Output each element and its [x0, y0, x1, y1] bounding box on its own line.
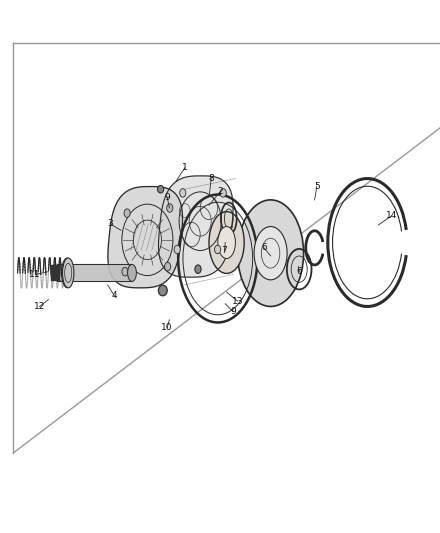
Ellipse shape — [122, 268, 128, 276]
Polygon shape — [108, 187, 183, 288]
Ellipse shape — [62, 258, 74, 288]
Ellipse shape — [57, 264, 66, 281]
Ellipse shape — [218, 227, 235, 259]
Text: 4: 4 — [112, 292, 117, 300]
Ellipse shape — [124, 209, 130, 217]
Ellipse shape — [167, 204, 173, 212]
Ellipse shape — [209, 212, 244, 273]
Text: 5: 5 — [314, 182, 320, 191]
Text: 6: 6 — [296, 268, 302, 276]
Ellipse shape — [158, 185, 164, 193]
Text: 8: 8 — [208, 174, 214, 183]
Text: 3: 3 — [107, 220, 113, 228]
Ellipse shape — [158, 285, 167, 296]
Text: 11: 11 — [29, 270, 41, 279]
Text: 13: 13 — [232, 297, 243, 305]
Polygon shape — [158, 176, 233, 277]
Text: 7: 7 — [221, 246, 227, 255]
Text: 1: 1 — [182, 164, 188, 172]
Text: 12: 12 — [34, 302, 45, 311]
Ellipse shape — [254, 227, 287, 280]
Text: 9: 9 — [230, 308, 236, 316]
Ellipse shape — [180, 189, 186, 197]
Ellipse shape — [195, 265, 201, 273]
Text: 10: 10 — [161, 324, 173, 332]
Text: 2: 2 — [217, 188, 223, 196]
Text: 9: 9 — [164, 193, 170, 201]
Ellipse shape — [215, 245, 221, 254]
Ellipse shape — [174, 245, 180, 254]
Ellipse shape — [165, 262, 171, 271]
Text: 6: 6 — [261, 244, 267, 252]
Text: 14: 14 — [386, 212, 397, 220]
Ellipse shape — [128, 264, 136, 281]
Ellipse shape — [220, 189, 226, 197]
Ellipse shape — [238, 200, 304, 306]
